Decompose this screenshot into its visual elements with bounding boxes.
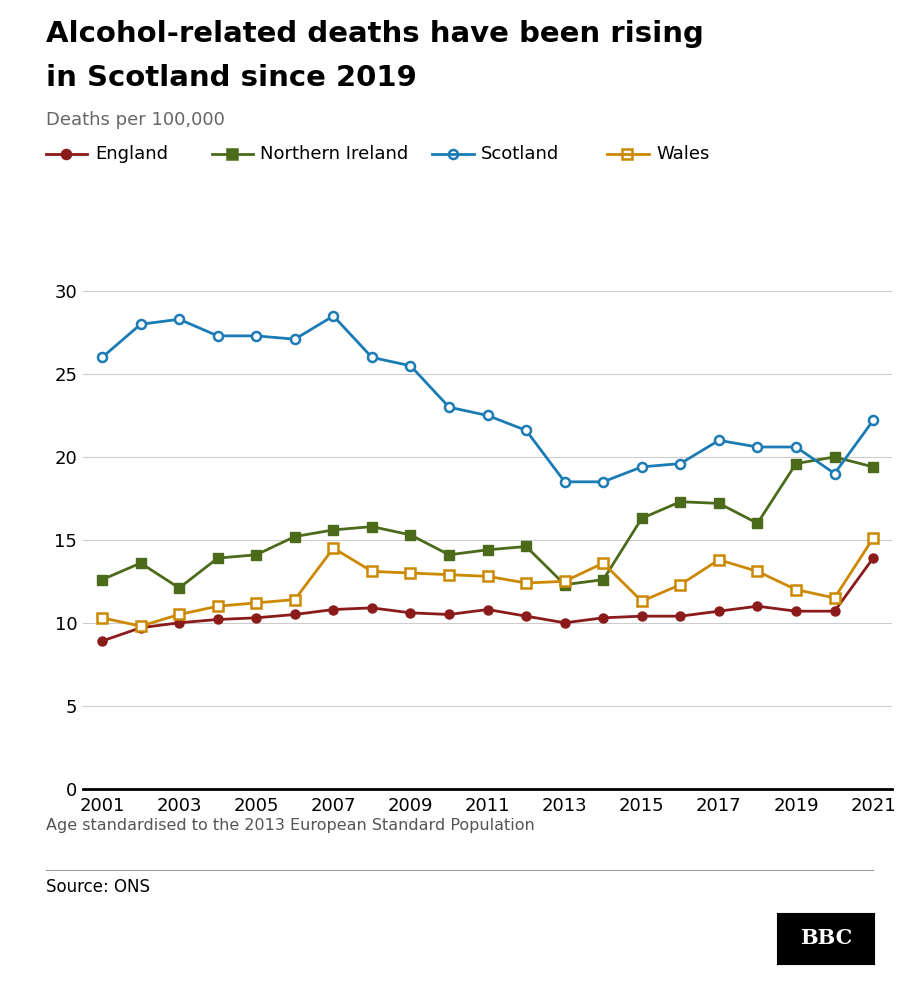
Text: England: England — [95, 145, 167, 163]
Text: in Scotland since 2019: in Scotland since 2019 — [46, 64, 416, 92]
Text: Age standardised to the 2013 European Standard Population: Age standardised to the 2013 European St… — [46, 818, 534, 833]
Text: Alcohol-related deaths have been rising: Alcohol-related deaths have been rising — [46, 20, 703, 48]
Text: Northern Ireland: Northern Ireland — [260, 145, 408, 163]
Text: Source: ONS: Source: ONS — [46, 878, 150, 896]
Text: Deaths per 100,000: Deaths per 100,000 — [46, 111, 224, 129]
Text: Wales: Wales — [655, 145, 709, 163]
Text: BBC: BBC — [799, 929, 851, 948]
Text: Scotland: Scotland — [481, 145, 559, 163]
